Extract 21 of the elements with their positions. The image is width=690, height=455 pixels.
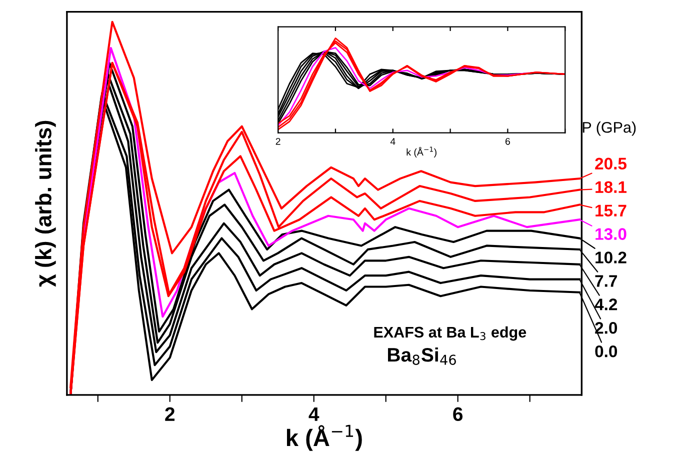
legend-label: 13.0	[596, 228, 626, 240]
series-label: 20.5	[595, 158, 627, 170]
x-tick-label: 6	[453, 407, 463, 422]
y-axis-title: χ (k) (arb. units)	[35, 120, 56, 287]
annotation: Ba$_{8}$Si$_{46}$	[388, 347, 456, 365]
x-axis-title: k (Å$^{−1}$)	[406, 146, 436, 158]
x-tick-label: 2	[165, 407, 175, 421]
legend-label: 7.7	[595, 275, 617, 287]
x-tick-label: 4	[390, 138, 396, 145]
x-tick-label: 2	[276, 138, 280, 145]
x-axis-title: k (Å$^{−1}$)	[286, 424, 362, 451]
x-tick-label: 6	[505, 138, 510, 145]
legend-label: 18.1	[596, 181, 627, 194]
legend-label: 15.7	[596, 204, 626, 216]
annotation: EXAFS at Ba L$_{3}$ edge	[374, 326, 526, 341]
legend-title: P (GPa)	[582, 122, 636, 136]
legend-label: 10.2	[596, 252, 626, 264]
legend-label: 2.0	[595, 322, 618, 334]
x-tick-label: 4	[308, 407, 320, 421]
legend-label: 4.2	[594, 298, 618, 310]
text: 0.0	[595, 345, 618, 358]
